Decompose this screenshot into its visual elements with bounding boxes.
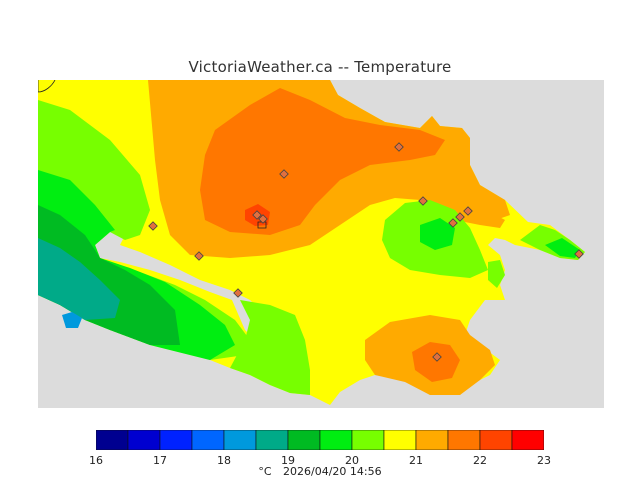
zone-green-east-core (420, 218, 455, 250)
zone-green-peninsula-core (545, 238, 580, 258)
legend-bin (319, 430, 353, 450)
station-marker[interactable] (574, 249, 584, 259)
legend-bin (351, 430, 385, 450)
zone-orange (200, 88, 445, 235)
color-legend (96, 430, 544, 450)
temperature-map (38, 80, 604, 408)
station-marker[interactable] (455, 212, 465, 222)
legend-tick-label: 18 (217, 454, 231, 467)
zone-orange-south (412, 342, 460, 382)
units-label: °C (258, 465, 272, 478)
legend-bin (383, 430, 417, 450)
station-marker[interactable] (463, 206, 473, 216)
map-title: VictoriaWeather.ca -- Temperature (188, 58, 452, 76)
station-marker[interactable] (394, 142, 404, 152)
legend-tick-label: 22 (473, 454, 487, 467)
footer: °C 2026/04/20 14:56 (0, 465, 640, 478)
station-marker[interactable] (148, 221, 158, 231)
station-marker[interactable] (448, 218, 458, 228)
legend-tick-label: 16 (89, 454, 103, 467)
station-marker[interactable] (258, 214, 268, 224)
legend-tick-label: 17 (153, 454, 167, 467)
zone-teal (38, 238, 120, 320)
station-marker[interactable] (194, 251, 204, 261)
timestamp: 2026/04/20 14:56 (283, 465, 382, 478)
legend-tick-label: 23 (537, 454, 551, 467)
zone-green-small (488, 260, 505, 288)
weather-stations (148, 142, 584, 362)
legend-tick-label: 21 (409, 454, 423, 467)
legend-bin (191, 430, 225, 450)
legend-bin (415, 430, 449, 450)
legend-bin (159, 430, 193, 450)
zone-green-south (230, 300, 310, 395)
inlet-west (95, 232, 270, 345)
station-marker[interactable] (233, 288, 243, 298)
legend-bin (479, 430, 513, 450)
station-marker[interactable] (432, 352, 442, 362)
legend-bin (255, 430, 289, 450)
station-marker[interactable] (252, 210, 262, 220)
legend-bin (287, 430, 321, 450)
legend-bin (447, 430, 481, 450)
legend-tick-label: 20 (345, 454, 359, 467)
legend-bin (127, 430, 161, 450)
legend-bin (223, 430, 257, 450)
station-marker[interactable] (418, 196, 428, 206)
legend-bin (96, 430, 129, 450)
station-marker[interactable] (279, 169, 289, 179)
legend-bin (511, 430, 544, 450)
zone-blue (62, 312, 82, 328)
legend-tick-label: 19 (281, 454, 295, 467)
